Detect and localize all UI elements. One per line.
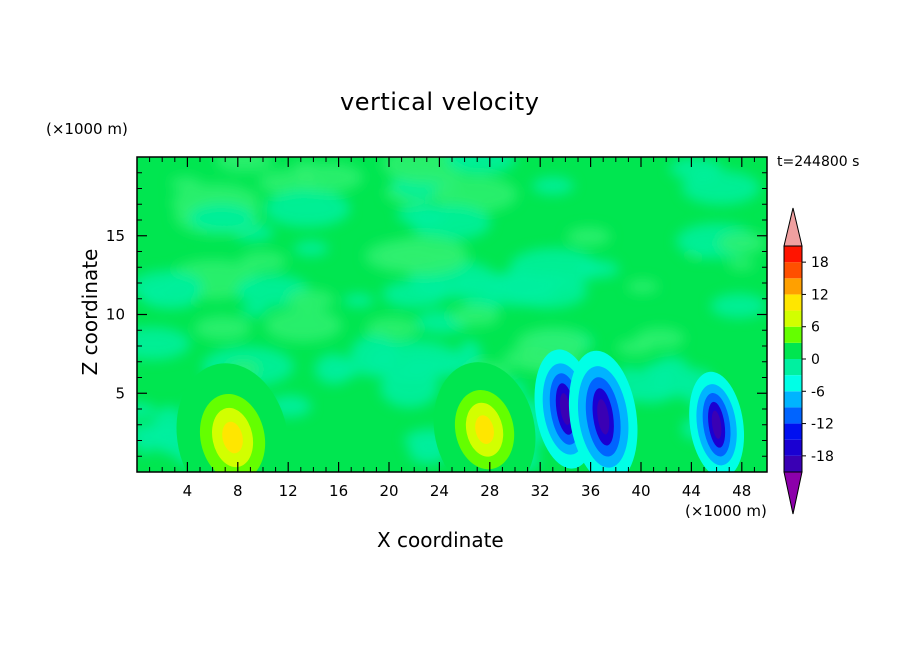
- texture-blob: [718, 232, 767, 254]
- y-tick-label: 5: [115, 384, 125, 402]
- x-axis: 4 8 12 16 20 24 28 32 36 40 44 48: [149, 157, 755, 500]
- contour-level: [475, 415, 494, 444]
- x-tick-label: 24: [430, 482, 449, 500]
- contour-level: [222, 421, 243, 454]
- colorbar-band: [784, 391, 802, 408]
- texture-blob: [365, 316, 419, 340]
- colorbar-band: [784, 423, 802, 440]
- time-label: t=244800 s: [777, 154, 860, 170]
- x-tick-label: 36: [581, 482, 600, 500]
- texture-blob: [295, 162, 364, 193]
- colorbar-band: [784, 326, 802, 343]
- texture-blob: [445, 157, 516, 175]
- x-tick-label: 32: [531, 482, 550, 500]
- colorbar-tick-label: 18: [811, 255, 829, 271]
- colorbar-band: [784, 439, 802, 456]
- colorbar-over-arrow: [783, 207, 803, 247]
- x-tick-label: 28: [480, 482, 499, 500]
- texture-blob: [710, 293, 767, 319]
- texture-blob: [380, 367, 439, 408]
- texture-blob: [137, 402, 157, 419]
- texture-blob: [239, 250, 287, 272]
- x-tick-label: 12: [279, 482, 298, 500]
- colorbar-band: [784, 455, 802, 472]
- texture-blob: [432, 175, 518, 213]
- contour-level: [559, 393, 571, 425]
- colorbar-tick-label: -18: [811, 449, 834, 465]
- colorbar-band: [784, 375, 802, 392]
- colorbar-band: [784, 359, 802, 376]
- colorbar-band: [784, 310, 802, 327]
- colorbar-band: [784, 246, 802, 263]
- x-tick-label: 44: [682, 482, 701, 500]
- x-tick-label: 48: [732, 482, 751, 500]
- x-tick-label: 20: [379, 482, 398, 500]
- texture-blob: [626, 279, 659, 294]
- y-tick-label: 15: [106, 227, 125, 245]
- texture-blob: [264, 189, 351, 228]
- texture-blob: [137, 428, 158, 454]
- x-tick-label: 40: [631, 482, 650, 500]
- texture-blob: [457, 340, 482, 367]
- texture-blob: [532, 176, 574, 195]
- texture-blob: [669, 157, 722, 180]
- texture-blob: [349, 334, 401, 377]
- texture-blob: [293, 240, 329, 257]
- x-axis-label: X coordinate: [377, 528, 504, 552]
- colorbar-band: [784, 342, 802, 359]
- texture-blob: [194, 315, 252, 341]
- texture-blob: [450, 305, 501, 327]
- feature-updraft: [433, 362, 536, 472]
- texture-blob: [379, 236, 469, 275]
- texture-blob: [169, 176, 202, 191]
- x-tick-label: 16: [329, 482, 348, 500]
- contour-field: [137, 157, 767, 472]
- texture-blob: [635, 327, 685, 350]
- texture-blob: [140, 283, 199, 309]
- texture-blob: [215, 157, 273, 173]
- colorbar: 18 12 6 0 -6 -12 -18: [783, 207, 834, 515]
- colorbar-band: [784, 407, 802, 424]
- texture-blob: [342, 293, 375, 308]
- colorbar-tick-label: 0: [811, 352, 820, 368]
- feature-downdraft: [689, 371, 745, 472]
- colorbar-band: [784, 294, 802, 311]
- feature-updraft: [176, 363, 289, 472]
- x-tick-label: 4: [183, 482, 193, 500]
- chart-title: vertical velocity: [340, 88, 540, 116]
- y-tick-label: 10: [106, 306, 125, 324]
- colorbar-tick-label: -6: [811, 384, 825, 400]
- colorbar-band: [784, 278, 802, 295]
- x-axis-unit: (×1000 m): [685, 502, 767, 520]
- contour-level: [711, 410, 722, 439]
- colorbar-tick-label: -12: [811, 417, 834, 433]
- colorbar-under-arrow: [783, 471, 803, 515]
- x-tick-label: 8: [233, 482, 243, 500]
- texture-blob: [577, 259, 620, 279]
- colorbar-tick-label: 6: [811, 320, 820, 336]
- texture-blob: [727, 257, 756, 271]
- colorbar-band: [784, 262, 802, 279]
- y-axis-unit: (×1000 m): [46, 120, 128, 138]
- texture-blob: [515, 327, 589, 360]
- texture-blob: [409, 204, 492, 241]
- texture-blob: [314, 353, 354, 385]
- texture-blob: [240, 304, 269, 317]
- colorbar-tick-label: 12: [811, 287, 829, 303]
- y-axis: 5 10 15: [106, 172, 767, 457]
- texture-blob: [286, 289, 336, 311]
- contour-level: [597, 399, 610, 435]
- feature-downdraft: [568, 350, 638, 472]
- texture-blob: [566, 226, 611, 247]
- texture-blob: [264, 308, 343, 343]
- texture-blob: [137, 326, 191, 360]
- texture-blob: [187, 203, 255, 233]
- texture-blob: [508, 274, 588, 309]
